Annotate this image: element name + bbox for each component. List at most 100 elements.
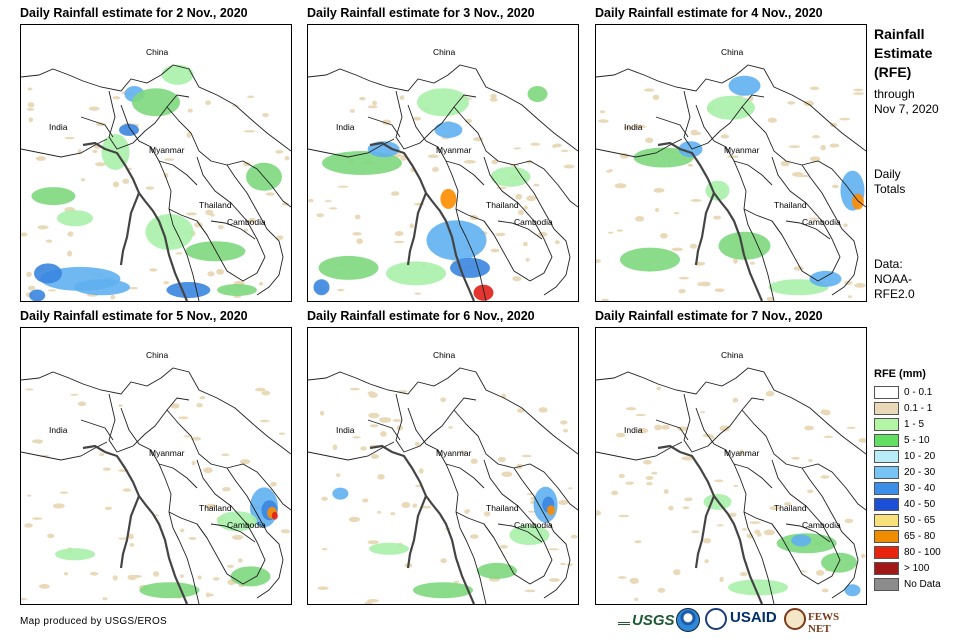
light-rain-speck [199, 396, 206, 400]
map-label-thailand: Thailand [486, 200, 519, 210]
rain-cell [271, 511, 278, 520]
legend-item: 0.1 - 1 [874, 400, 941, 416]
country-border [483, 459, 553, 585]
light-rain-speck [112, 96, 121, 100]
light-rain-speck [749, 521, 761, 524]
light-rain-speck [515, 193, 523, 200]
light-rain-speck [102, 467, 111, 471]
light-rain-speck [727, 155, 739, 159]
light-rain-speck [807, 489, 814, 494]
country-border [108, 90, 190, 150]
fews-logo-text: FEWS NET [808, 611, 840, 635]
light-rain-speck [615, 432, 626, 438]
rain-cell [74, 279, 130, 296]
light-rain-speck [380, 431, 387, 437]
light-rain-speck [596, 259, 601, 263]
rain-cell [728, 75, 761, 96]
light-rain-speck [646, 481, 653, 486]
map-label-cambodia: Cambodia [514, 217, 553, 227]
light-rain-speck [551, 144, 558, 148]
country-border [771, 459, 841, 585]
light-rain-speck [548, 578, 560, 582]
light-rain-speck [663, 489, 669, 494]
light-rain-speck [276, 235, 284, 241]
rain-cell [791, 534, 812, 547]
light-rain-speck [221, 453, 230, 457]
light-rain-speck [525, 257, 530, 262]
light-rain-speck [258, 281, 264, 286]
light-rain-speck [797, 174, 810, 178]
light-rain-speck [255, 387, 266, 392]
light-rain-speck [523, 241, 528, 247]
light-rain-speck [470, 458, 478, 464]
legend-item: 40 - 50 [874, 496, 941, 512]
daily-label: Daily [874, 167, 901, 181]
light-rain-speck [349, 109, 355, 113]
light-rain-speck [538, 407, 548, 413]
light-rain-speck [367, 391, 376, 396]
map-label-cambodia: Cambodia [802, 217, 841, 227]
light-rain-speck [808, 459, 813, 462]
legend-label: No Data [904, 578, 941, 590]
light-rain-speck [491, 159, 499, 165]
noaa-seal-icon [676, 608, 700, 632]
light-rain-speck [687, 163, 694, 167]
rain-cell [161, 64, 194, 85]
light-rain-speck [501, 471, 513, 477]
light-rain-speck [392, 419, 402, 422]
light-rain-speck [858, 438, 866, 443]
country-border [741, 409, 859, 599]
rain-cell [490, 166, 531, 187]
light-rain-speck [393, 240, 405, 244]
map-label-india: India [49, 425, 68, 435]
light-rain-speck [35, 156, 46, 161]
country-border [743, 208, 783, 236]
light-rain-speck [364, 601, 373, 604]
light-rain-speck [839, 117, 851, 121]
light-rain-speck [24, 523, 33, 528]
rain-cell [313, 279, 330, 296]
country-border [683, 90, 765, 150]
light-rain-speck [196, 403, 203, 408]
legend-label: 0.1 - 1 [904, 402, 933, 414]
map-label-cambodia: Cambodia [514, 520, 553, 530]
light-rain-speck [412, 503, 418, 508]
rain-cell [473, 284, 494, 301]
light-rain-speck [77, 401, 87, 407]
light-rain-speck [67, 231, 74, 237]
light-rain-speck [843, 223, 848, 227]
light-rain-speck [377, 474, 385, 480]
light-rain-speck [512, 276, 522, 282]
light-rain-speck [673, 211, 680, 215]
light-rain-speck [788, 145, 801, 148]
country-border [513, 463, 578, 511]
coastline [657, 444, 764, 604]
light-rain-speck [690, 199, 702, 202]
light-rain-speck [368, 412, 380, 419]
light-rain-speck [854, 283, 866, 288]
light-rain-speck [570, 534, 578, 539]
country-border [513, 160, 578, 208]
rain-cell [547, 505, 555, 516]
light-rain-speck [369, 424, 379, 428]
rainfall-map: China India Myanmar Thailand Cambodia [20, 327, 292, 605]
rain-cell [417, 88, 469, 117]
light-rain-speck [739, 572, 748, 577]
map-label-myanmar: Myanmar [724, 448, 760, 458]
map-label-india: India [336, 425, 355, 435]
panel-title: Daily Rainfall estimate for 6 Nov., 2020 [307, 309, 535, 323]
side-title: Rainfall Estimate (RFE) [874, 25, 932, 82]
light-rain-speck [178, 416, 189, 420]
light-rain-speck [352, 232, 362, 236]
light-rain-speck [328, 207, 338, 210]
country-border [733, 160, 773, 186]
light-rain-speck [769, 506, 781, 511]
rain-cell [318, 255, 379, 280]
legend-swatch [874, 481, 899, 495]
light-rain-speck [611, 490, 619, 496]
rain-cell [728, 579, 788, 596]
coastline [119, 192, 141, 266]
light-rain-speck [816, 570, 825, 576]
light-rain-speck [217, 225, 224, 230]
light-rain-speck [391, 191, 400, 196]
